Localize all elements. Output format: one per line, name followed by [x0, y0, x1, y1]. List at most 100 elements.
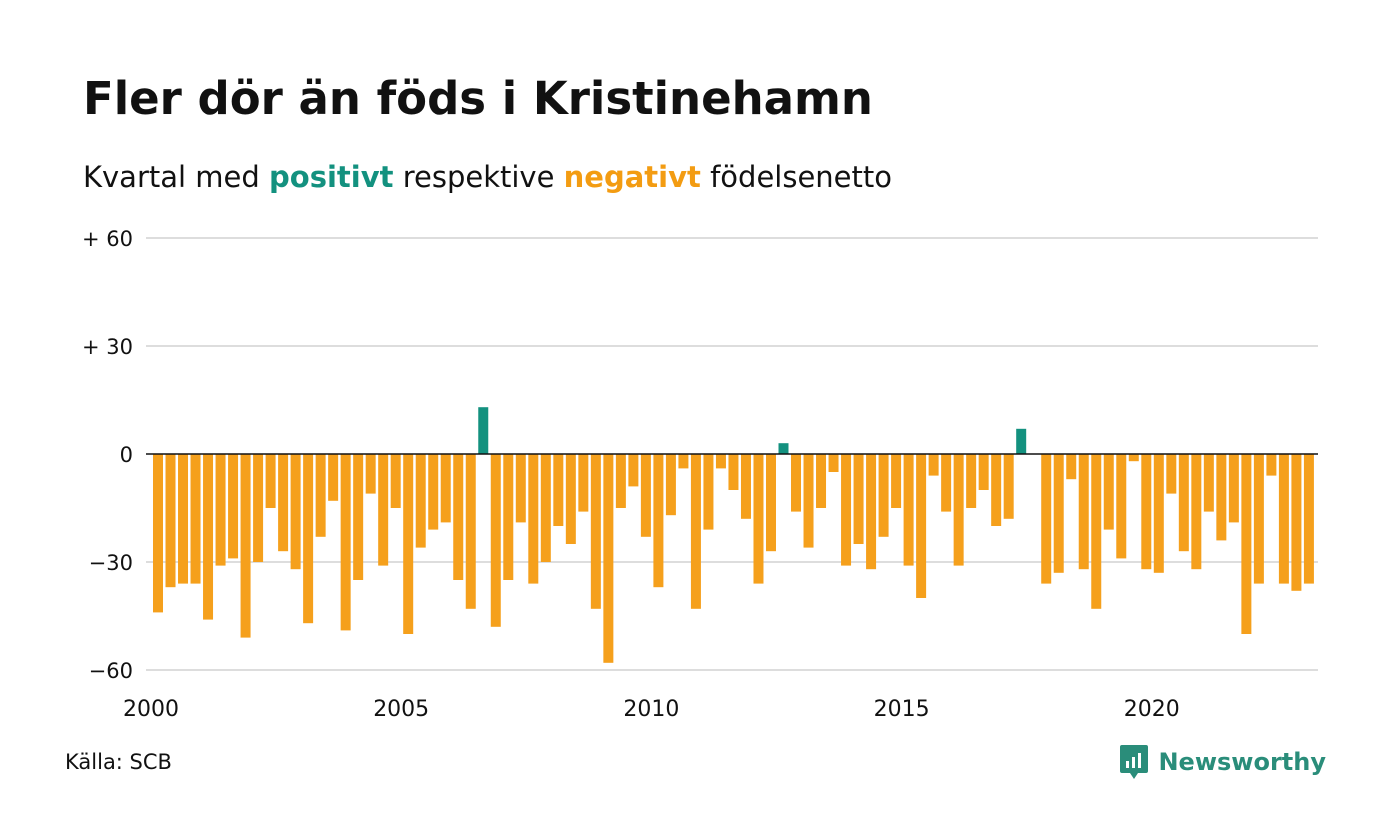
bar [1078, 454, 1089, 570]
bar [353, 454, 364, 580]
bar [440, 454, 451, 523]
bar [978, 454, 989, 490]
bar [215, 454, 226, 566]
bar [1203, 454, 1214, 512]
brand-name: Newsworthy [1158, 748, 1326, 776]
bar [403, 454, 414, 634]
bar [966, 454, 977, 508]
bar [315, 454, 326, 537]
bar [1303, 454, 1314, 584]
bar [290, 454, 301, 570]
bar [1003, 454, 1014, 519]
bar [791, 454, 802, 512]
bar [465, 454, 476, 609]
bar [1278, 454, 1289, 584]
bar [565, 454, 576, 544]
y-tick-label: −60 [89, 659, 133, 683]
subtitle-pre: Kvartal med [83, 160, 270, 194]
bar [1041, 454, 1052, 584]
bar [1128, 454, 1139, 462]
bar [690, 454, 701, 609]
bar [503, 454, 514, 580]
bar [1166, 454, 1177, 494]
bar [278, 454, 289, 552]
bar [665, 454, 676, 516]
bar [953, 454, 964, 566]
bar [1216, 454, 1227, 541]
bar [365, 454, 376, 494]
bar [178, 454, 189, 584]
subtitle-negative-label: negativt [563, 160, 701, 194]
bar [1253, 454, 1264, 584]
bar [1291, 454, 1302, 591]
bar [841, 454, 852, 566]
bar [778, 443, 789, 454]
bar [703, 454, 714, 530]
bar [578, 454, 589, 512]
bar [378, 454, 389, 566]
bar [1116, 454, 1127, 559]
bar [928, 454, 939, 476]
y-tick-label: + 60 [82, 227, 133, 251]
bar [765, 454, 776, 552]
bar [515, 454, 526, 523]
chart-title: Fler dör än föds i Kristinehamn [83, 72, 873, 125]
bar [1228, 454, 1239, 523]
bar [866, 454, 877, 570]
bar [528, 454, 539, 584]
bar [490, 454, 501, 627]
bar [1016, 428, 1027, 454]
bar [991, 454, 1002, 526]
bar [878, 454, 889, 537]
chart-subtitle: Kvartal med positivt respektive negativt… [83, 160, 892, 194]
bar [640, 454, 651, 537]
bar [753, 454, 764, 584]
bar [1191, 454, 1202, 570]
y-tick-label: −30 [89, 551, 133, 575]
bar-chart: + 60 + 30 0 −30 −60 2000 2005 2010 2015 2020 [82, 227, 1318, 722]
subtitle-post: födelsenetto [700, 160, 892, 194]
bar [478, 407, 489, 454]
bar [740, 454, 751, 519]
bar [653, 454, 664, 588]
bar [891, 454, 902, 508]
bar [1103, 454, 1114, 530]
bar [628, 454, 639, 487]
bar [253, 454, 264, 562]
bar [615, 454, 626, 508]
bar [340, 454, 351, 631]
bar [453, 454, 464, 580]
bar [165, 454, 176, 588]
brand-logo: Newsworthy [1119, 744, 1326, 780]
subtitle-positive-label: positivt [269, 160, 394, 194]
bar [1153, 454, 1164, 573]
bar [1141, 454, 1152, 570]
x-tick-label: 2005 [373, 697, 429, 722]
bar [803, 454, 814, 548]
bar-chart-speech-bubble-icon [1120, 745, 1149, 779]
bar [1091, 454, 1102, 609]
x-tick-label: 2015 [874, 697, 930, 722]
bar [1178, 454, 1189, 552]
bar [916, 454, 927, 598]
bar [1266, 454, 1277, 476]
subtitle-mid: respektive [393, 160, 564, 194]
bars [153, 407, 1314, 663]
bar [428, 454, 439, 530]
x-tick-label: 2020 [1124, 697, 1180, 722]
bar [1066, 454, 1077, 480]
bar [728, 454, 739, 490]
bar [203, 454, 214, 620]
bar [390, 454, 401, 508]
bar [1241, 454, 1252, 634]
bar [328, 454, 339, 501]
bar [941, 454, 952, 512]
bar [240, 454, 251, 638]
y-tick-label: 0 [120, 443, 133, 467]
bar [678, 454, 689, 469]
bar [553, 454, 564, 526]
axes: + 60 + 30 0 −30 −60 2000 2005 2010 2015 2020 [82, 227, 1318, 722]
bar [828, 454, 839, 472]
x-tick-label: 2010 [623, 697, 679, 722]
bar [228, 454, 239, 559]
